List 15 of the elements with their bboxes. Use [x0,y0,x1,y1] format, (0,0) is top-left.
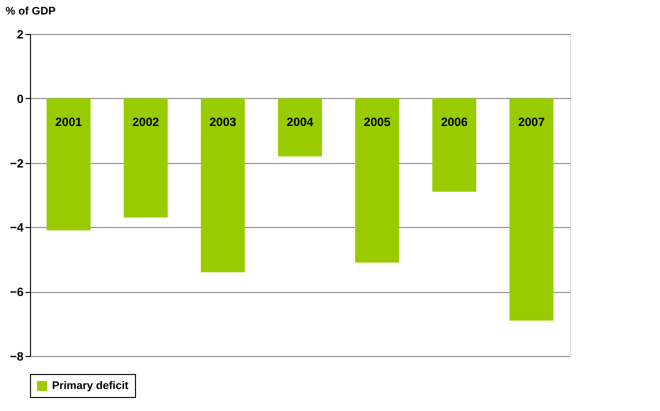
x-tick-label: 2007 [518,114,546,129]
y-tick-label: −6 [10,285,24,300]
y-axis-title: % of GDP [6,6,56,18]
x-tick-label: 2006 [440,114,468,129]
x-tick-label: 2003 [210,114,237,129]
y-tick-label: 0 [16,92,24,106]
x-tick-label: 2004 [286,114,314,129]
y-tick-label: 2 [16,28,24,42]
y-tick-label: −8 [10,350,24,364]
legend-label: Primary deficit [52,380,129,392]
x-tick-label: 2001 [55,114,82,129]
x-tick-label: 2002 [132,114,160,129]
y-tick-label: −4 [10,220,24,235]
y-tick-label: −2 [10,156,24,170]
x-tick-label: 2005 [364,114,391,129]
